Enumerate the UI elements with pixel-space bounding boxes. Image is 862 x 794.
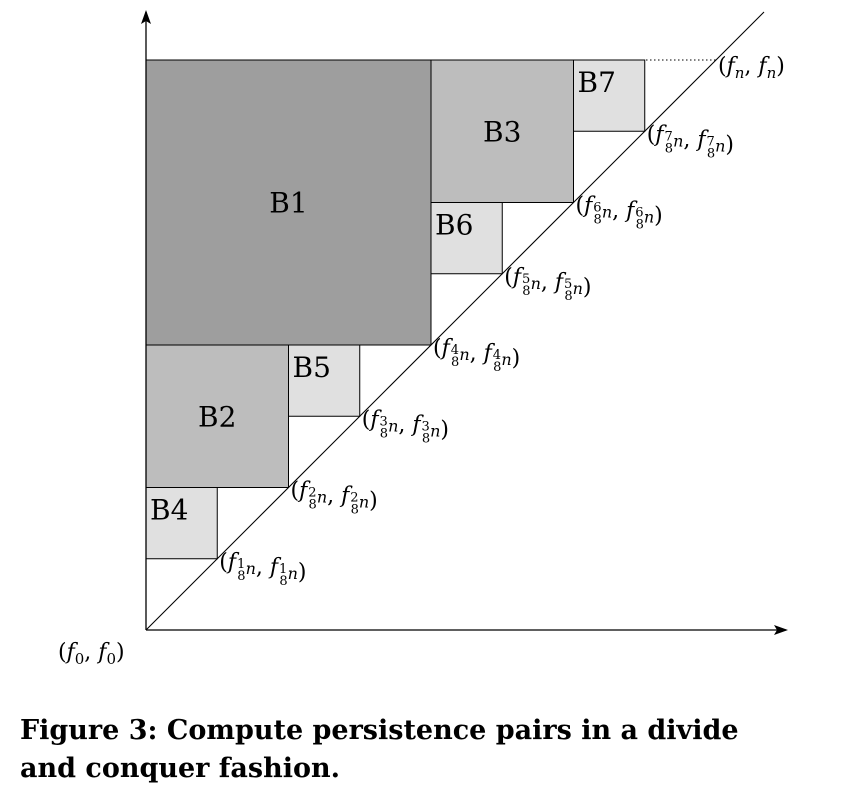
block-b1: B1 [145,59,432,346]
block-b2: B2 [145,344,289,488]
block-b5: B5 [288,344,361,417]
figure-caption: Figure 3: Compute persistence pairs in a… [20,712,860,788]
block-rect-b1 [145,59,432,346]
block-rect-b6 [430,202,503,275]
block-label-b2: B2 [198,400,236,433]
block-b7: B7 [573,59,646,132]
diagonal-point-label-1: (f1/8 n, f1/8 n)(f1 8n, f1 8n) [219,550,306,589]
block-label-b5: B5 [293,351,331,384]
block-b3: B3 [430,59,574,203]
block-label-b6: B6 [435,209,473,242]
axes-layer [141,10,788,635]
caption-line-1: Figure 3: Compute persistence pairs in a… [20,715,739,746]
diagonal-point-label-3: (f3/8 n, f3/8 n)(f3 8n, f3 8n) [362,407,449,446]
block-rect-b5 [288,344,361,417]
diagonal-point-label-5: (f5/8 n, f5/8 n)(f5 8n, f5 8n) [504,265,591,304]
block-rect-b2 [145,344,289,488]
block-b6: B6 [430,202,503,275]
block-label-b7: B7 [578,66,616,99]
diagonal-line [145,11,765,631]
blocks-layer: B1 B2 B3 B4 B5 B6 B7 [145,59,646,560]
divide-conquer-diagram: B1 B2 B3 B4 B5 B6 B7 (f0, f0) (fn, fn) (f1/8 n… [58,10,788,668]
caption-line-2: and conquer fashion. [20,753,341,784]
diagonal-point-label-6: (f6/8 n, f6/8 n)(f6 8n, f6 8n) [576,194,663,233]
block-label-b3: B3 [483,115,521,148]
block-label-b1: B1 [269,187,307,220]
block-rect-b4 [145,487,218,560]
block-b4: B4 [145,487,218,560]
block-rect-b7 [573,59,646,132]
diagonal-point-label-4: (f4/8 n, f4/8 n)(f4 8n, f4 8n) [433,336,520,375]
diagonal-point-label-2: (f2/8 n, f2/8 n)(f2 8n, f2 8n) [291,479,378,518]
diagonal-point-label-7: (f7/8 n, f7/8 n)(f7 8n, f7 8n) [647,122,734,161]
origin-label: (f0, f0) [58,640,125,668]
block-label-b4: B4 [150,494,188,527]
top-corner-label: (fn, fn) [718,54,785,82]
